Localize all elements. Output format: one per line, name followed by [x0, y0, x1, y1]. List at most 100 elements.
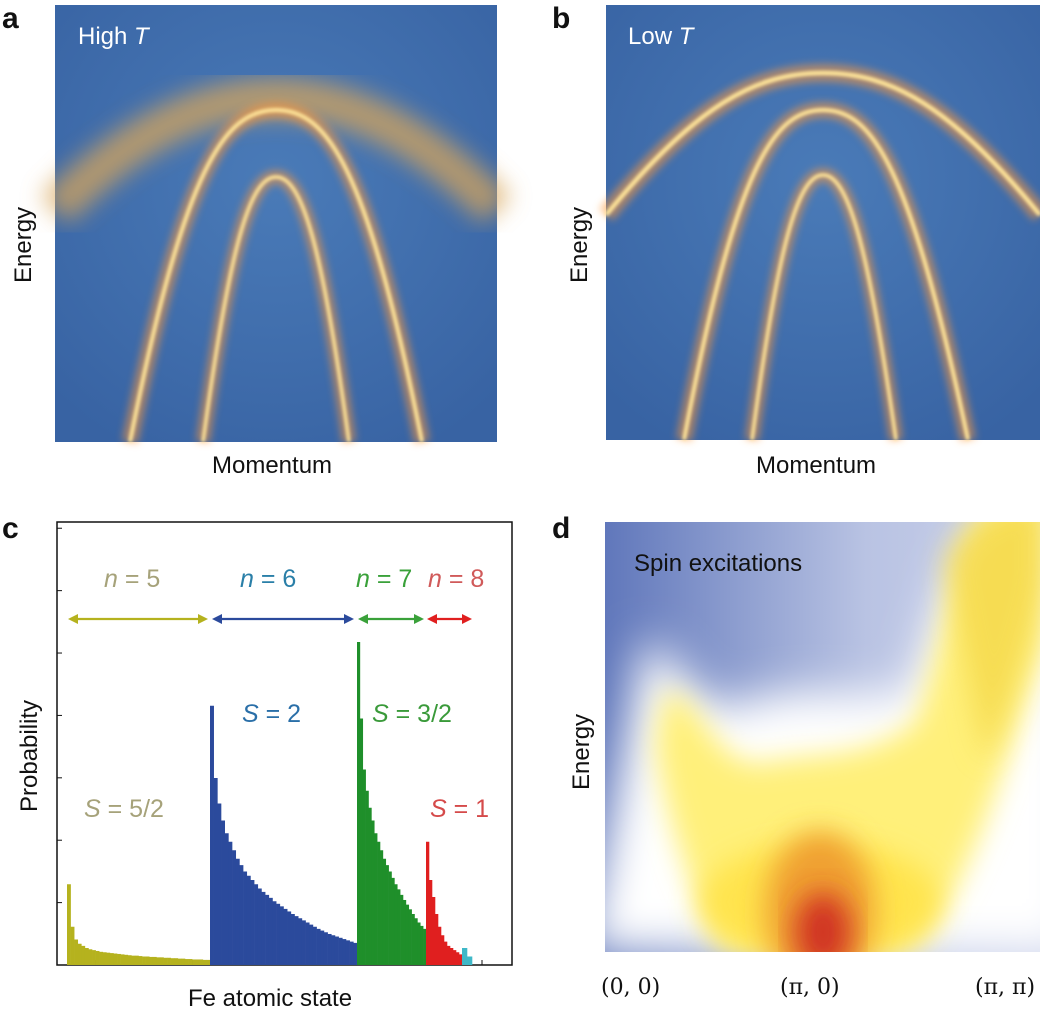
bar-5-1	[70, 926, 75, 965]
bar-7-13	[394, 884, 398, 965]
bar-5-11	[106, 952, 111, 965]
bar-7-6	[374, 833, 378, 965]
bar-6-3	[221, 820, 225, 965]
bar-6-33	[331, 935, 336, 965]
label-s52: S = 5/2	[84, 795, 164, 823]
bar-5-35	[192, 959, 196, 965]
bar-8-6	[444, 941, 448, 965]
bar-5-9	[99, 951, 104, 965]
bar-7-20	[414, 918, 418, 965]
bar-6-23	[294, 916, 299, 965]
bar-6-9	[243, 871, 248, 965]
bar-6-16	[268, 897, 273, 965]
bar-6-32	[327, 933, 332, 965]
bar-5-6	[88, 949, 93, 965]
bar-5-0	[67, 884, 71, 965]
arrow-n5	[68, 614, 208, 624]
arrow-head-right	[198, 614, 208, 624]
panel-d-ylabel: Energy	[568, 713, 595, 790]
bar-5-18	[131, 955, 136, 965]
bar-6-27	[309, 924, 314, 965]
bar-9-0	[462, 948, 468, 965]
bar-5-32	[181, 958, 186, 965]
bar-6-13	[257, 888, 262, 965]
bar-5-30	[174, 958, 179, 965]
bar-7-23	[423, 928, 427, 965]
bar-8-10	[456, 952, 460, 965]
panel-b-xlabel: Momentum	[756, 452, 877, 479]
arrow-n7	[358, 614, 424, 624]
bar-5-13	[113, 953, 118, 965]
bar-6-8	[239, 865, 244, 965]
panel-a-title-var: T	[134, 23, 149, 50]
bar-7-1	[359, 718, 364, 965]
bar-6-21	[287, 911, 292, 965]
arrow-head-right	[414, 614, 424, 624]
bar-6-1	[213, 778, 218, 965]
bar-5-2	[74, 939, 79, 965]
label-n6: n = 6	[240, 565, 297, 593]
panel-b-ylabel: Energy	[566, 206, 593, 283]
panel-d-tick-1: (π, 0)	[780, 975, 840, 1000]
bar-6-18	[276, 903, 281, 965]
bar-8-7	[447, 945, 451, 965]
bar-7-5	[371, 820, 375, 965]
label-s2: S = 2	[242, 700, 302, 728]
bar-8-2	[432, 897, 436, 965]
arrow-head-left	[358, 614, 368, 624]
bar-6-0	[210, 705, 214, 965]
bar-6-39	[353, 942, 358, 965]
panel-c-xlabel: Fe atomic state	[188, 985, 353, 1012]
panel-b-title-prefix: Low	[628, 23, 679, 50]
arrow-n8	[427, 614, 472, 624]
bar-8-5	[441, 935, 445, 965]
panel-d-tick-2: (π, π)	[975, 975, 1036, 1000]
bar-7-22	[420, 925, 424, 965]
panel-d-title: Spin excitations	[634, 550, 803, 577]
bar-6-35	[338, 937, 343, 965]
bar-6-10	[246, 875, 251, 965]
bar-6-36	[342, 939, 347, 965]
bar-6-25	[301, 920, 306, 965]
bar-6-2	[217, 803, 222, 965]
bar-5-25	[156, 957, 161, 965]
bar-5-29	[170, 958, 175, 965]
bar-7-8	[380, 850, 384, 965]
panel-d-spin-map	[605, 522, 1040, 952]
bar-6-34	[334, 936, 339, 965]
bar-6-31	[323, 932, 328, 965]
bar-7-16	[403, 899, 407, 965]
bar-8-4	[438, 926, 442, 965]
panel-d-red-core	[795, 892, 851, 952]
bar-7-18	[408, 909, 412, 965]
label-n7: n = 7	[356, 565, 413, 593]
bar-5-37	[199, 959, 204, 965]
bar-7-11	[388, 871, 392, 965]
bar-6-37	[345, 940, 350, 965]
bar-5-36	[195, 959, 200, 965]
panel-d-letter: d	[552, 512, 571, 545]
bar-6-17	[272, 901, 277, 965]
label-n8: n = 8	[428, 565, 485, 593]
bar-7-2	[362, 769, 366, 965]
bar-7-9	[382, 858, 387, 965]
bar-7-7	[377, 841, 381, 965]
bar-7-12	[391, 877, 395, 965]
arrow-head-left	[212, 614, 222, 624]
bar-6-15	[265, 894, 270, 965]
panel-b-inner-band	[745, 167, 903, 441]
panel-d-tick-0: (0, 0)	[601, 975, 661, 1000]
bar-5-21	[142, 956, 146, 965]
bar-5-28	[167, 957, 171, 965]
bar-6-28	[312, 926, 317, 965]
bar-8-3	[435, 914, 439, 965]
panel-a-outer-band	[40, 77, 512, 225]
label-s1: S = 1	[430, 795, 490, 823]
bar-6-6	[232, 850, 237, 965]
label-n5: n = 5	[104, 565, 161, 593]
panel-a-ylabel: Energy	[10, 206, 37, 283]
bar-8-1	[429, 880, 433, 965]
bar-5-20	[138, 956, 143, 965]
bar-5-22	[145, 956, 150, 965]
bar-6-29	[316, 928, 321, 965]
